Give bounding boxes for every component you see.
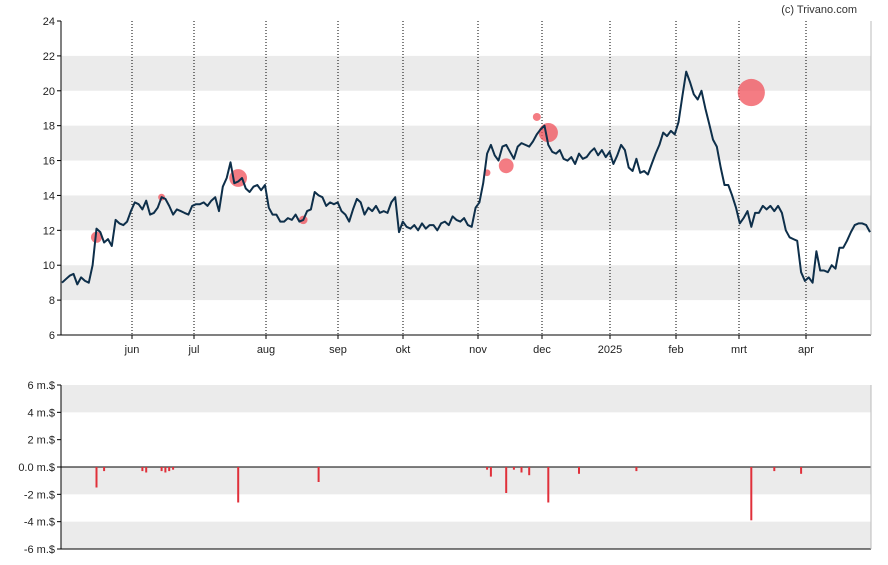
volume-bar xyxy=(160,467,163,472)
price-x-tick-label: feb xyxy=(668,344,683,356)
price-y-tick-label: 8 xyxy=(49,295,55,307)
price-band xyxy=(61,265,871,301)
volume-y-tick-label: -4 m.$ xyxy=(24,517,55,529)
price-x-tick-label: dec xyxy=(533,344,551,356)
volume-bar xyxy=(750,467,753,521)
volume-bar xyxy=(528,467,531,476)
volume-bar xyxy=(164,467,167,473)
volume-bar xyxy=(317,467,320,482)
price-x-tick-label: jul xyxy=(187,344,199,356)
volume-bar xyxy=(578,467,580,474)
price-panel-axes xyxy=(60,21,872,336)
price-y-tick-label: 16 xyxy=(43,156,55,168)
volume-bar xyxy=(141,467,144,472)
credit-label: (c) Trivano.com xyxy=(781,4,857,16)
volume-y-tick-label: 2 m.$ xyxy=(27,435,55,447)
price-y-tick-label: 14 xyxy=(43,190,55,202)
price-band xyxy=(61,195,871,231)
price-x-tick-label: apr xyxy=(798,344,814,356)
price-line xyxy=(61,70,871,286)
volume-y-tick-label: 4 m.$ xyxy=(27,407,55,419)
trade-marker xyxy=(532,112,541,121)
volume-bar xyxy=(168,467,171,472)
price-x-tick-label: sep xyxy=(329,344,347,356)
trade-marker xyxy=(737,78,765,107)
volume-bars xyxy=(95,467,803,521)
volume-bar xyxy=(145,467,148,473)
volume-bar xyxy=(773,467,776,472)
volume-bar xyxy=(486,467,489,470)
price-x-tick-label: jun xyxy=(124,344,140,356)
price-panel-y-ticks: 6 8 10 12 14 16 18 20 22 24 xyxy=(43,16,61,342)
price-x-tick-label: okt xyxy=(396,344,411,356)
price-x-tick-label: aug xyxy=(257,344,275,356)
volume-bar xyxy=(172,467,175,470)
volume-bar xyxy=(520,467,523,473)
volume-bar xyxy=(547,467,550,503)
volume-y-tick-label: 0.0 m.$ xyxy=(18,462,55,474)
price-y-tick-label: 24 xyxy=(43,16,55,28)
price-y-tick-label: 12 xyxy=(43,225,55,237)
volume-bar xyxy=(95,467,98,488)
price-y-tick-label: 10 xyxy=(43,260,55,272)
volume-bar xyxy=(635,467,638,472)
volume-bar xyxy=(505,467,508,493)
volume-y-tick-label: -6 m.$ xyxy=(24,544,55,556)
price-x-tick-label: mrt xyxy=(731,344,747,356)
volume-y-tick-label: -2 m.$ xyxy=(24,489,55,501)
price-panel-vertical-grid xyxy=(131,21,807,335)
volume-band xyxy=(61,467,871,495)
price-band xyxy=(61,55,871,91)
volume-y-tick-label: 6 m.$ xyxy=(27,380,55,392)
volume-band xyxy=(61,521,871,549)
price-y-tick-label: 22 xyxy=(43,51,55,63)
price-band xyxy=(61,125,871,161)
price-panel-x-ticks: jun jul aug sep okt nov dec 2025 feb mrt apr xyxy=(124,335,814,356)
volume-band xyxy=(61,385,871,413)
volume-panel-y-ticks: -6 m.$ -4 m.$ -2 m.$ 0.0 m.$ 2 m.$ 4 m.$ 6 m.$ xyxy=(18,380,61,556)
price-x-tick-label: 2025 xyxy=(598,344,622,356)
price-x-tick-label: nov xyxy=(469,344,487,356)
volume-bar xyxy=(489,467,492,477)
volume-bar xyxy=(103,467,106,472)
price-panel-bands xyxy=(61,55,871,301)
volume-bar xyxy=(237,467,240,503)
trade-marker xyxy=(538,123,558,143)
price-y-tick-label: 20 xyxy=(43,86,55,98)
volume-bar xyxy=(512,467,515,470)
volume-panel-bands xyxy=(61,385,871,549)
price-y-tick-label: 18 xyxy=(43,121,55,133)
trade-marker xyxy=(498,158,514,174)
volume-bar xyxy=(800,467,803,474)
price-y-tick-label: 6 xyxy=(49,330,55,342)
